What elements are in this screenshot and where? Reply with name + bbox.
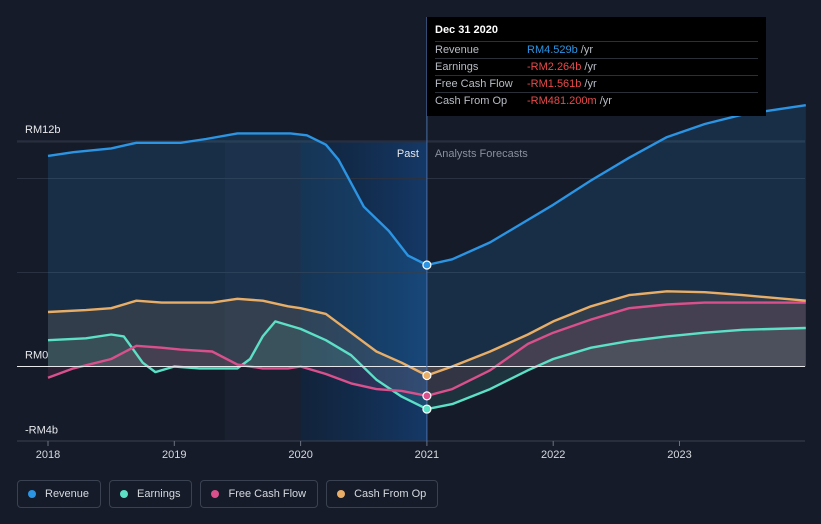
- tooltip-row-earnings: Earnings -RM2.264b /yr: [435, 58, 758, 75]
- series-line: [47, 290, 806, 377]
- tooltip-label: Cash From Op: [435, 95, 508, 107]
- tooltip-value: -RM1.561b: [527, 78, 582, 90]
- tooltip-row-revenue: Revenue RM4.529b /yr: [435, 41, 758, 58]
- y-tick-label: RM12b: [25, 124, 60, 136]
- tooltip-unit: /yr: [584, 61, 597, 73]
- legend-label: Cash From Op: [354, 488, 427, 500]
- legend-label: Earnings: [137, 488, 181, 500]
- legend-item-cash-from-op[interactable]: Cash From Op: [326, 480, 439, 508]
- hover-marker: [422, 404, 432, 414]
- tooltip-value: -RM2.264b: [527, 61, 582, 73]
- tooltip-unit: /yr: [580, 44, 593, 56]
- series-area: [48, 105, 806, 367]
- hover-markers: [422, 260, 432, 414]
- series-area: [48, 302, 806, 396]
- chart-legend: Revenue Earnings Free Cash Flow Cash Fro…: [17, 480, 439, 508]
- series-line: [47, 104, 806, 267]
- tooltip-unit: /yr: [584, 78, 597, 90]
- tooltip-label: Revenue: [435, 44, 480, 56]
- legend-item-earnings[interactable]: Earnings: [109, 480, 193, 508]
- x-tick-label: 2019: [162, 449, 186, 461]
- legend-item-free-cash-flow[interactable]: Free Cash Flow: [200, 480, 319, 508]
- legend-dot-icon: [28, 490, 36, 498]
- tooltip-value: -RM481.200m: [527, 95, 597, 107]
- legend-item-revenue[interactable]: Revenue: [17, 480, 102, 508]
- hover-marker: [422, 391, 432, 401]
- series-lines: [47, 104, 806, 411]
- y-tick-label: -RM4b: [25, 425, 58, 437]
- hover-marker: [422, 260, 432, 270]
- series-line: [47, 301, 806, 397]
- series-line: [47, 320, 806, 411]
- tooltip-value: RM4.529b: [527, 44, 578, 56]
- x-tick-label: 2022: [541, 449, 565, 461]
- tooltip-label: Earnings: [435, 61, 479, 73]
- tooltip-unit: /yr: [599, 95, 612, 107]
- legend-dot-icon: [337, 490, 346, 498]
- past-label: Past: [397, 148, 419, 160]
- legend-dot-icon: [120, 490, 129, 498]
- plot-background: [224, 142, 427, 441]
- tooltip-date: Dec 31 2020: [435, 24, 498, 36]
- hover-marker: [422, 370, 432, 381]
- legend-label: Free Cash Flow: [228, 488, 307, 500]
- chart-tooltip: Dec 31 2020 Revenue RM4.529b /yr Earning…: [427, 17, 766, 116]
- forecast-label: Analysts Forecasts: [435, 148, 528, 160]
- legend-label: Revenue: [45, 488, 90, 500]
- tooltip-row-free-cash-flow: Free Cash Flow -RM1.561b /yr: [435, 75, 758, 92]
- axes: [17, 17, 805, 446]
- tooltip-row-cash-from-op: Cash From Op -RM481.200m /yr: [435, 92, 758, 109]
- x-tick-label: 2018: [36, 449, 60, 461]
- x-tick-label: 2020: [288, 449, 312, 461]
- tooltip-label: Free Cash Flow: [435, 78, 513, 90]
- x-tick-label: 2021: [415, 449, 439, 461]
- x-tick-label: 2023: [667, 449, 691, 461]
- past-shade-dark: [224, 142, 301, 441]
- y-tick-label: RM0: [25, 350, 48, 362]
- axis-labels: RM12b RM0 -RM4b 2018 2019 2020 2021 2022 2023 Pas…: [25, 124, 692, 461]
- legend-dot-icon: [211, 490, 220, 498]
